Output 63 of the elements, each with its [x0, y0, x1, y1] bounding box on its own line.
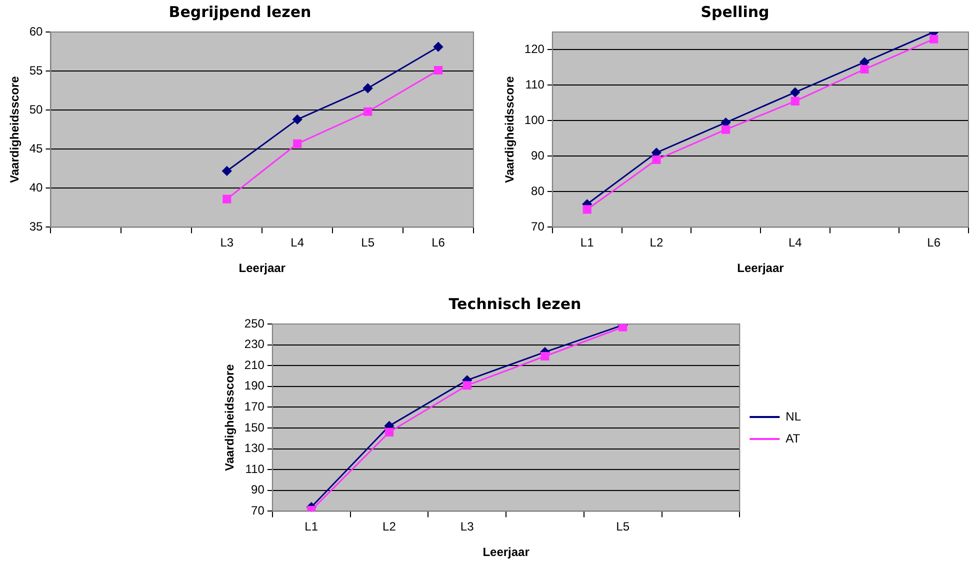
point [363, 83, 373, 93]
point [790, 96, 800, 106]
y-tick-label: 90 [251, 482, 265, 497]
x-tick-label: L3 [460, 520, 474, 534]
y-axis-title: Vaardigheidsscore [222, 364, 237, 471]
point [930, 34, 938, 44]
point [790, 88, 800, 98]
y-tick-label: 40 [29, 180, 44, 194]
legend-label: AT [786, 431, 801, 446]
x-axis-title: Leerjaar [737, 261, 784, 276]
point [462, 381, 472, 390]
x-tick-label: L5 [616, 520, 630, 534]
x-tick-label: L6 [432, 236, 446, 250]
y-tick-label: 70 [251, 504, 265, 518]
y-tick-label: 110 [525, 78, 545, 92]
point [652, 155, 661, 164]
x-tick-label: L4 [788, 236, 802, 250]
point [222, 166, 232, 176]
y-tick-label: 90 [531, 148, 545, 163]
chart-title: Technisch lezen [448, 294, 582, 313]
y-tick-label: 35 [29, 220, 44, 234]
y-tick-label: 110 [245, 462, 265, 476]
legend-label: NL [786, 409, 802, 424]
y-tick-label: 120 [524, 42, 545, 56]
y-tick-label: 230 [244, 337, 265, 352]
y-tick-label: 70 [531, 220, 545, 234]
y-tick-label: 190 [244, 378, 265, 393]
x-tick-label: L4 [290, 236, 304, 250]
x-tick-label: L1 [580, 236, 594, 250]
point [222, 194, 232, 204]
y-tick-label: 150 [244, 420, 265, 434]
point [860, 64, 869, 74]
x-tick-label: L2 [650, 236, 664, 250]
point [293, 139, 302, 148]
point [582, 205, 592, 214]
x-tick-label: L3 [220, 236, 234, 250]
x-tick-label: L2 [382, 520, 396, 534]
y-axis-title: Vaardigheidsscore [8, 76, 22, 183]
chart-title: Begrijpend lezen [168, 2, 312, 21]
y-tick-label: 250 [244, 316, 265, 330]
x-tick-label: L5 [361, 236, 375, 250]
y-tick-label: 55 [29, 63, 44, 78]
x-tick-label: L1 [304, 520, 318, 534]
y-tick-label: 100 [524, 113, 545, 128]
y-axis-title: Vaardigheidsscore [502, 76, 517, 183]
y-tick-label: 50 [29, 102, 44, 116]
y-tick-label: 210 [244, 358, 265, 372]
point [722, 125, 730, 134]
x-axis-title: Leerjaar [238, 261, 286, 276]
chart-title: Spelling [700, 2, 770, 21]
y-tick-label: 45 [29, 141, 44, 156]
x-tick-label: L6 [927, 236, 941, 250]
point [434, 42, 444, 52]
point [364, 107, 372, 116]
y-tick-label: 60 [29, 24, 44, 38]
y-tick-label: 130 [244, 441, 265, 456]
point [540, 352, 550, 361]
point [384, 428, 394, 436]
point [292, 114, 302, 124]
y-tick-label: 170 [244, 400, 265, 414]
point [434, 66, 443, 75]
y-tick-label: 80 [531, 184, 545, 198]
x-axis-title: Leerjaar [482, 545, 530, 560]
